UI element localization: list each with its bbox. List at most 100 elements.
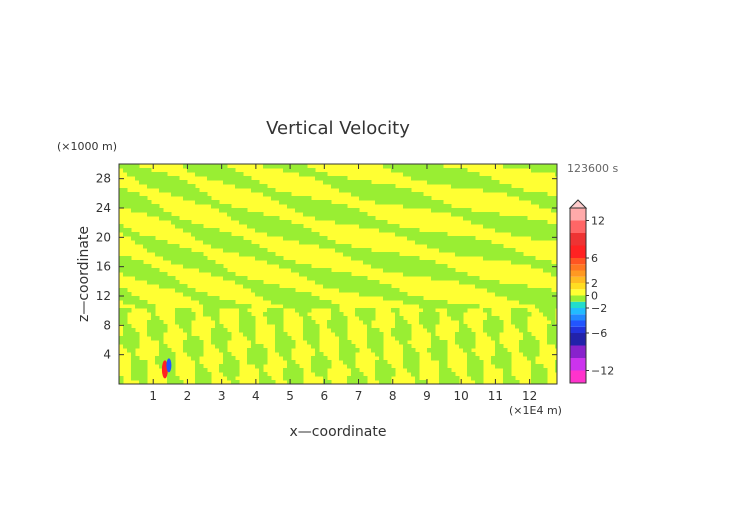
field-cell bbox=[279, 348, 284, 353]
field-cell bbox=[283, 232, 288, 237]
field-cell bbox=[287, 304, 292, 309]
field-cell bbox=[427, 164, 432, 169]
field-cell bbox=[407, 196, 412, 201]
field-cell bbox=[383, 292, 388, 297]
field-cell bbox=[315, 232, 320, 237]
field-cell bbox=[371, 328, 376, 333]
colorbar-level bbox=[570, 258, 586, 265]
field-cell bbox=[367, 340, 372, 345]
field-cell bbox=[351, 184, 356, 189]
colorbar-level bbox=[570, 308, 586, 315]
field-cell bbox=[507, 248, 512, 253]
field-cell bbox=[427, 172, 432, 177]
field-cell bbox=[179, 188, 184, 193]
field-cell bbox=[403, 232, 408, 237]
field-cell bbox=[279, 260, 284, 265]
x-tick-label: 11 bbox=[488, 389, 503, 403]
field-cell bbox=[355, 184, 360, 189]
field-cell bbox=[175, 316, 180, 321]
field-cell bbox=[135, 272, 140, 277]
field-cell bbox=[467, 176, 472, 181]
field-cell bbox=[339, 188, 344, 193]
field-cell bbox=[163, 216, 168, 221]
field-cell bbox=[447, 168, 452, 173]
field-cell bbox=[347, 360, 352, 365]
field-cell bbox=[535, 236, 540, 241]
field-cell bbox=[459, 252, 464, 257]
field-cell bbox=[355, 188, 360, 193]
field-cell bbox=[251, 212, 256, 217]
field-cell bbox=[251, 328, 256, 333]
field-cell bbox=[251, 284, 256, 289]
field-cell bbox=[495, 332, 500, 337]
field-cell bbox=[343, 352, 348, 357]
field-cell bbox=[215, 200, 220, 205]
field-cell bbox=[243, 312, 248, 317]
field-cell bbox=[275, 344, 280, 349]
field-cell bbox=[275, 320, 280, 325]
field-cell bbox=[211, 300, 216, 305]
field-cell bbox=[555, 196, 557, 201]
field-cell bbox=[431, 204, 436, 209]
field-cell bbox=[207, 164, 212, 169]
field-cell bbox=[143, 272, 148, 277]
field-cell bbox=[227, 364, 232, 369]
field-cell bbox=[367, 220, 372, 225]
field-cell bbox=[199, 372, 204, 377]
field-cell bbox=[499, 352, 504, 357]
field-cell bbox=[387, 228, 392, 233]
field-cell bbox=[523, 340, 528, 345]
field-cell bbox=[183, 252, 188, 257]
field-cell bbox=[291, 376, 296, 381]
field-cell bbox=[243, 324, 248, 329]
field-cell bbox=[279, 312, 284, 317]
field-cell bbox=[543, 220, 548, 225]
field-cell bbox=[303, 240, 308, 245]
field-cell bbox=[119, 228, 124, 233]
field-cell bbox=[307, 200, 312, 205]
field-cell bbox=[367, 320, 372, 325]
field-cell bbox=[359, 284, 364, 289]
field-cell bbox=[443, 360, 448, 365]
field-cell bbox=[275, 192, 280, 197]
field-cell bbox=[195, 292, 200, 297]
field-cell bbox=[219, 244, 224, 249]
field-cell bbox=[551, 324, 556, 329]
field-cell bbox=[215, 228, 220, 233]
field-cell bbox=[291, 200, 296, 205]
field-cell bbox=[455, 312, 460, 317]
field-cell bbox=[343, 328, 348, 333]
field-cell bbox=[279, 332, 284, 337]
field-cell bbox=[215, 176, 220, 181]
field-cell bbox=[459, 324, 464, 329]
field-cell bbox=[267, 284, 272, 289]
field-cell bbox=[431, 268, 436, 273]
field-cell bbox=[311, 276, 316, 281]
field-cell bbox=[431, 324, 436, 329]
field-cell bbox=[451, 176, 456, 181]
field-cell bbox=[467, 216, 472, 221]
field-cell bbox=[315, 268, 320, 273]
field-cell bbox=[311, 204, 316, 209]
field-cell bbox=[255, 248, 260, 253]
field-cell bbox=[355, 288, 360, 293]
field-cell bbox=[131, 192, 136, 197]
field-cell bbox=[407, 324, 412, 329]
field-cell bbox=[279, 336, 284, 341]
field-cell bbox=[343, 288, 348, 293]
field-cell bbox=[215, 336, 220, 341]
field-cell bbox=[363, 188, 368, 193]
field-cell bbox=[135, 264, 140, 269]
field-cell bbox=[339, 184, 344, 189]
field-cell bbox=[515, 224, 520, 229]
field-cell bbox=[455, 236, 460, 241]
field-cell bbox=[523, 352, 528, 357]
field-cell bbox=[151, 180, 156, 185]
field-cell bbox=[255, 220, 260, 225]
field-cell bbox=[451, 248, 456, 253]
field-cell bbox=[471, 364, 476, 369]
field-cell bbox=[483, 256, 488, 261]
field-cell bbox=[283, 192, 288, 197]
field-cell bbox=[159, 328, 164, 333]
field-cell bbox=[487, 288, 492, 293]
